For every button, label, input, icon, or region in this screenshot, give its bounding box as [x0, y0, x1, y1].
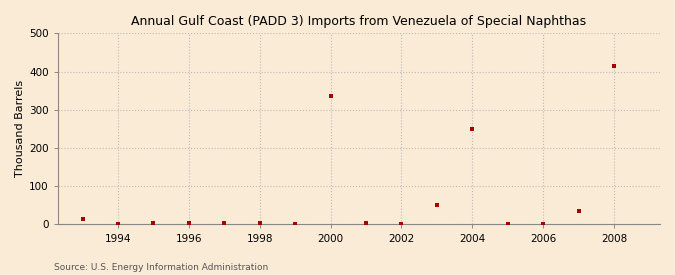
Point: [77, 216, 88, 221]
Point: [396, 221, 407, 226]
Point: [113, 221, 124, 226]
Point: [538, 222, 549, 227]
Y-axis label: Thousand Barrels: Thousand Barrels: [15, 80, 25, 177]
Point: [325, 94, 336, 99]
Point: [431, 203, 442, 208]
Text: Source: U.S. Energy Information Administration: Source: U.S. Energy Information Administ…: [54, 263, 268, 272]
Point: [502, 222, 513, 227]
Title: Annual Gulf Coast (PADD 3) Imports from Venezuela of Special Naphthas: Annual Gulf Coast (PADD 3) Imports from …: [132, 15, 587, 28]
Point: [290, 221, 300, 226]
Point: [219, 221, 230, 226]
Point: [148, 221, 159, 226]
Point: [184, 221, 194, 226]
Point: [254, 221, 265, 226]
Point: [573, 209, 584, 213]
Point: [609, 64, 620, 68]
Point: [467, 127, 478, 131]
Point: [360, 221, 371, 226]
